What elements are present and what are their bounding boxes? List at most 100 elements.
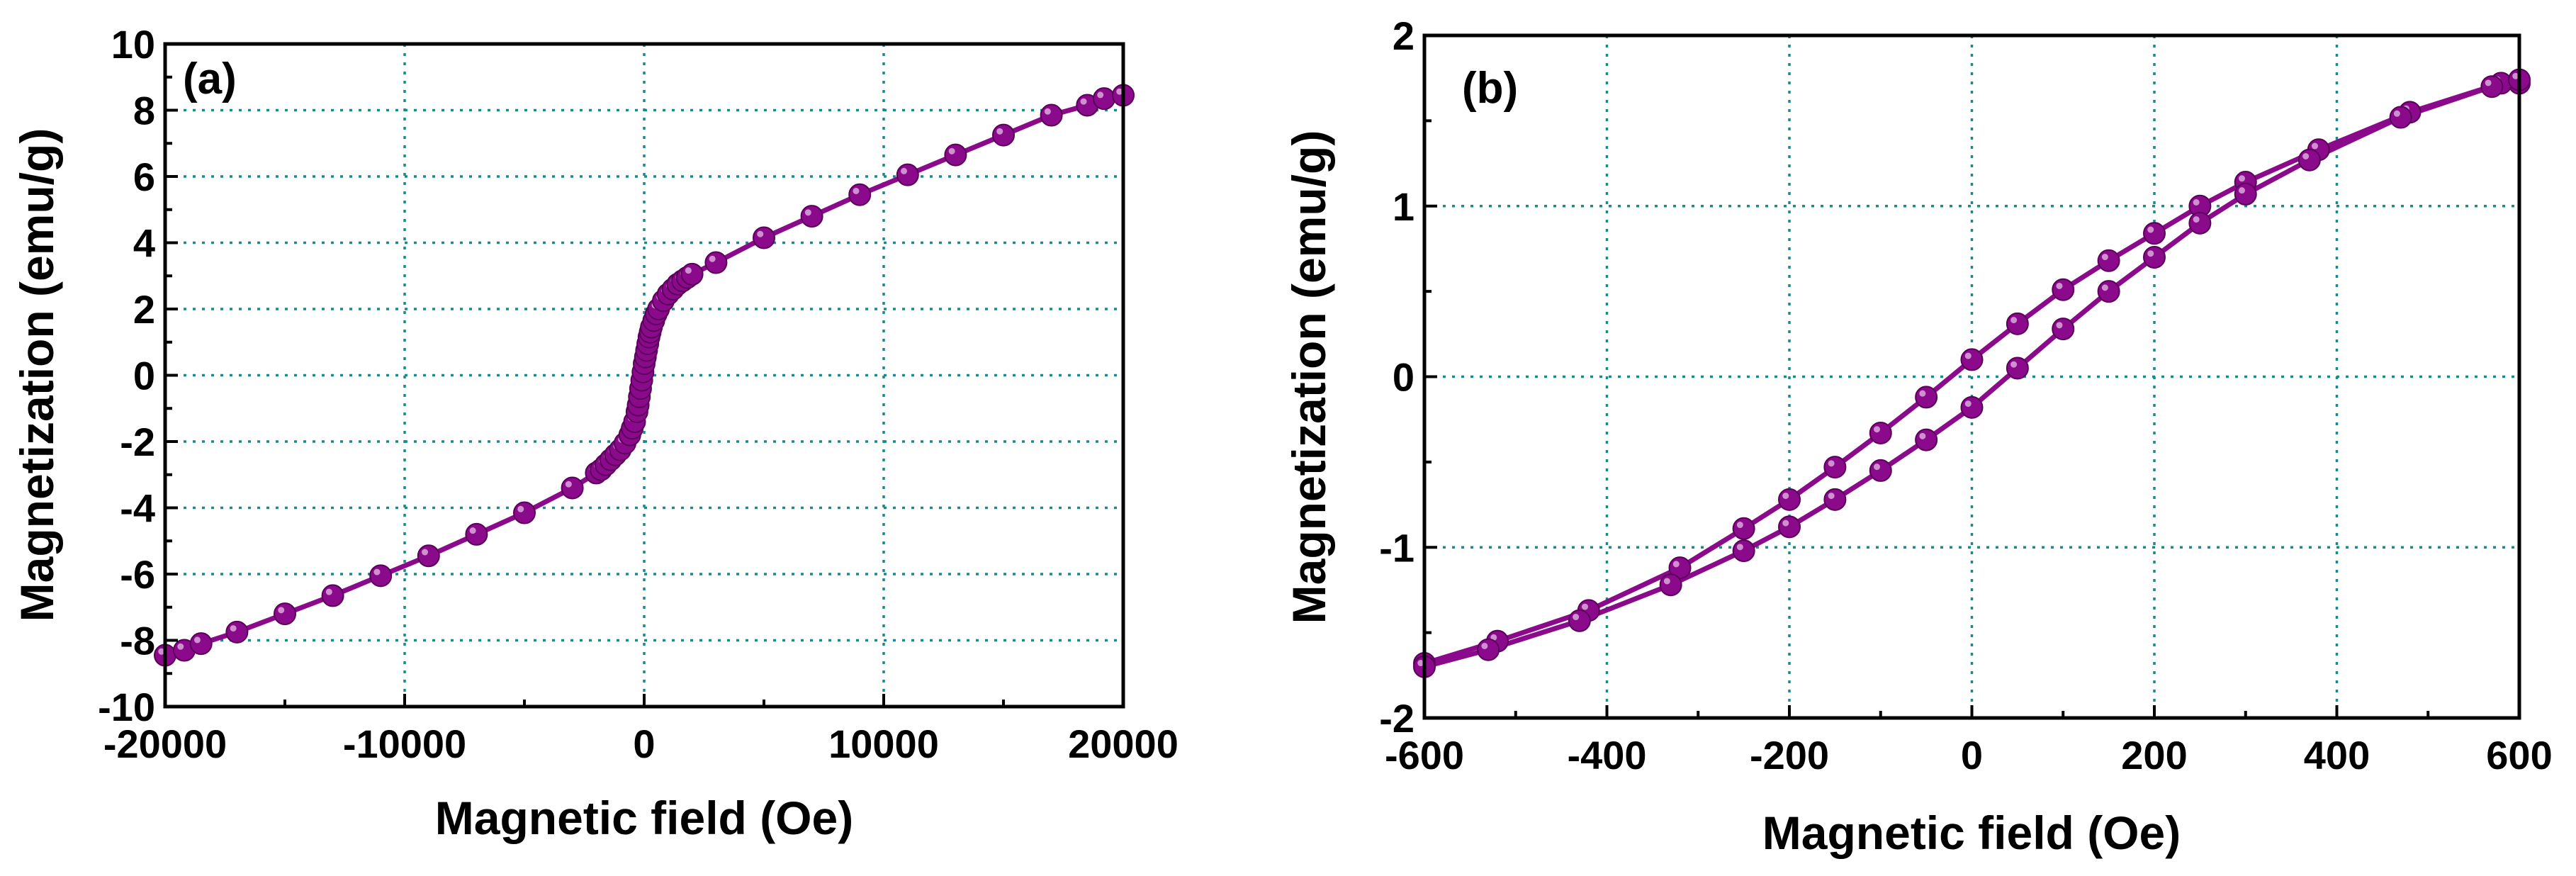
panel-a-y-tick-label: 0 [133, 354, 155, 398]
panel-a-data-point [417, 544, 440, 568]
panel-a-data-point-highlight [1097, 91, 1104, 99]
panel-a-data-point [321, 584, 344, 607]
panel-a-data-point [753, 226, 775, 249]
panel-a-data-point-highlight [804, 209, 811, 216]
panel-b-data-point [1869, 459, 1892, 482]
panel-b-y-tick-label: 0 [1393, 355, 1414, 400]
panel-b-data-point-highlight [1919, 432, 1926, 439]
panel-b-data-point [2143, 222, 2166, 245]
panel-a-data-point [680, 262, 704, 286]
panel-a-data-point [1040, 103, 1063, 127]
panel-a-data-point [992, 123, 1015, 147]
panel-b-data-point [2097, 249, 2120, 272]
panel-a-y-tick-label: 8 [133, 89, 155, 133]
panel-b-data-point-highlight [1582, 603, 1588, 610]
panel-b-y-tick-label: -2 [1379, 696, 1414, 741]
panel-a-x-tick-label: 20000 [1068, 721, 1179, 766]
panel-a-x-tick-label: -10000 [343, 721, 466, 766]
panel-a-data-point-highlight [325, 588, 332, 595]
panel-b-data-point-highlight [2193, 199, 2200, 206]
panel-b-series [1413, 68, 2531, 678]
panel-a-data-point [465, 522, 488, 546]
panel-a-data-point-highlight [278, 607, 285, 614]
panel-a-y-tick-label: 4 [133, 221, 155, 266]
panel-a-y-tick-label: -6 [120, 552, 155, 597]
panel-b-data-point [2480, 75, 2504, 99]
panel-b-data-point-highlight [2101, 254, 2108, 261]
panel-b-data-point-highlight [1663, 578, 1670, 585]
panel-b-data-point [2234, 182, 2257, 206]
panel-a-data-point [561, 476, 584, 500]
panel-b-y-tick-label: 1 [1393, 184, 1414, 229]
panel-a-x-tick-label: -20000 [103, 721, 227, 766]
panel-b-data-point-highlight [1964, 400, 1972, 408]
panel-b-data-point-highlight [1828, 460, 1835, 467]
panel-a-data-point-highlight [373, 568, 381, 575]
panel-b-data-point [1778, 488, 1801, 511]
panel-b-data-point [1915, 386, 1938, 409]
panel-a-data-point [225, 620, 249, 644]
panel-a-data-point [189, 632, 213, 656]
panel-b-y-tick-label: -1 [1379, 525, 1414, 570]
panel-a-label: (a) [183, 55, 237, 103]
panel-a-data-point-highlight [1080, 98, 1087, 105]
panel-b-series-line-2 [1424, 77, 2520, 670]
panel-b-data-point-highlight [2302, 152, 2310, 159]
panel-b-data-point-highlight [2312, 142, 2318, 150]
panel-a-data-point-highlight [996, 128, 1003, 135]
panel-b-data-point [2389, 106, 2412, 129]
panel-b-data-point [1960, 395, 1984, 419]
panel-a-chart: -20000 -10000 0 10000 20000 -10 -8 -6 -4 -2 0 2 4 6 8 1… [11, 22, 1179, 844]
panel-b-data-point-highlight [2056, 322, 2063, 329]
panel-b-x-tick-label: -400 [1567, 733, 1646, 777]
panel-a-data-point-highlight [709, 255, 716, 262]
panel-b-data-point-highlight [1964, 352, 1972, 359]
panel-b-chart: -600 -400 -200 0 200 400 600 -2 -1 0 1 2 (b) Magnet… [1283, 13, 2553, 859]
panel-b-data-point-highlight [2193, 216, 2200, 223]
panel-b-y-axis-title: Magnetization (emu/g) [1283, 130, 1335, 624]
panel-a-x-tick-label: 10000 [828, 721, 939, 766]
panel-a-data-point-highlight [1044, 108, 1051, 115]
panel-b-data-point [1477, 638, 1500, 661]
panel-b-data-point [1823, 488, 1847, 511]
panel-b-data-point [1732, 539, 1755, 563]
panel-b-x-tick-label: 200 [2121, 733, 2187, 777]
panel-b-data-point-highlight [1874, 464, 1880, 471]
panel-a-data-point-highlight [757, 230, 764, 237]
panel-b-ticks: -600 -400 -200 0 200 400 600 -2 -1 0 1 2 [1379, 13, 2553, 777]
panel-a-data-point-highlight [230, 625, 237, 632]
panel-a-data-point-highlight [948, 147, 955, 155]
panel-b-data-point [2143, 245, 2166, 269]
panel-b-data-point [2006, 356, 2029, 380]
panel-b-data-point-highlight [1874, 426, 1880, 433]
panel-b-data-point [1960, 348, 1984, 371]
panel-b-x-axis-title: Magnetic field (Oe) [1762, 807, 2181, 859]
panel-a-y-tick-label: -10 [98, 685, 155, 729]
panel-b-data-point-highlight [1417, 660, 1424, 667]
panel-b-data-point [1823, 456, 1847, 479]
panel-b-data-point-highlight [1736, 544, 1743, 551]
panel-a-y-tick-label: -8 [120, 619, 155, 663]
panel-b-data-point-highlight [1481, 642, 1488, 649]
panel-b-data-point-highlight [1919, 390, 1926, 397]
panel-a-data-point [704, 251, 728, 274]
panel-b-label: (b) [1462, 64, 1518, 113]
panel-b-data-point-highlight [2010, 317, 2018, 324]
panel-b-grid [1424, 35, 2519, 718]
panel-a-data-point-highlight [853, 187, 860, 194]
panel-a-data-point-highlight [901, 167, 908, 174]
panel-a-data-point [800, 205, 823, 228]
panel-b-data-point-highlight [2393, 110, 2400, 117]
panel-a-data-point-highlight [469, 527, 476, 534]
panel-a-y-axis-title: Magnetization (emu/g) [11, 128, 63, 622]
panel-b-data-point [1659, 573, 1682, 597]
panel-b-data-point-highlight [1736, 522, 1743, 529]
panel-b-data-point-highlight [2010, 361, 2018, 368]
panel-b-data-point-highlight [1782, 493, 1789, 500]
panel-b-data-point-highlight [1828, 493, 1835, 500]
panel-a-x-axis-title: Magnetic field (Oe) [435, 792, 853, 844]
panel-b-data-point-highlight [2101, 284, 2108, 291]
panel-b-data-point-highlight [1782, 520, 1789, 527]
panel-b-series-line-1 [1423, 80, 2519, 666]
